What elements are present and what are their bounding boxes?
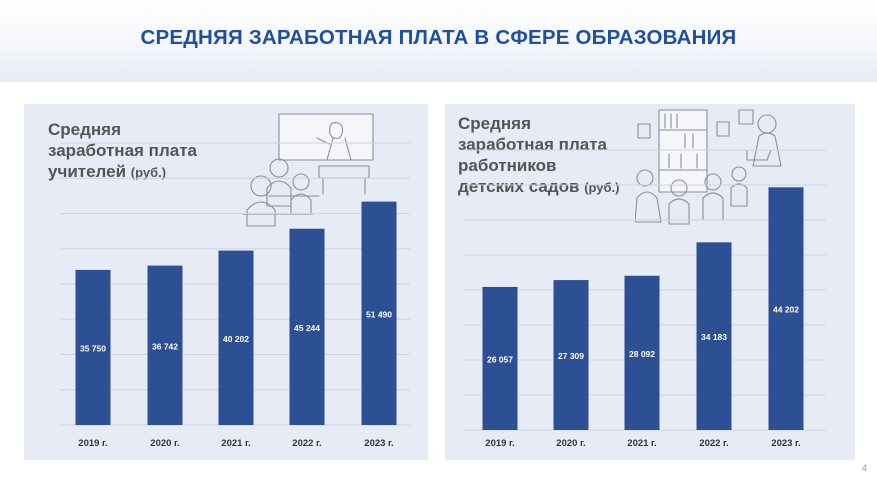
x-tick-label: 2023 г. [771, 438, 800, 449]
bar [768, 187, 804, 430]
x-tick-label: 2019 г. [485, 438, 514, 449]
bar [147, 265, 183, 425]
bar [553, 280, 589, 430]
bar [289, 228, 325, 425]
bar-value-label: 44 202 [773, 305, 799, 315]
bar-value-label: 34 183 [701, 332, 727, 342]
bar-value-label: 27 309 [558, 351, 584, 361]
bar [624, 275, 660, 430]
kindergarten-storytime-illustration [635, 109, 782, 225]
teachers-panel-title: Средняя заработная плата учителей (руб.) [48, 120, 197, 181]
header-banner: СРЕДНЯЯ ЗАРАБОТНАЯ ПЛАТА В СФЕРЕ ОБРАЗОВ… [0, 0, 877, 82]
bar-value-label: 36 742 [152, 341, 178, 351]
bar-value-label: 26 057 [487, 354, 513, 364]
bar [75, 269, 111, 425]
bar-value-label: 51 490 [366, 309, 392, 319]
bar-value-label: 28 092 [629, 349, 655, 359]
x-tick-label: 2023 г. [364, 438, 393, 449]
bar-value-label: 40 202 [223, 334, 249, 344]
bar [482, 286, 518, 430]
kindergarten-panel-title: Средняя заработная плата работников детс… [458, 114, 620, 196]
x-tick-label: 2020 г. [150, 438, 179, 449]
x-tick-label: 2021 г. [221, 438, 250, 449]
x-tick-label: 2020 г. [556, 438, 585, 449]
kindergarten-salary-chart: 26 057 2019 г. 27 309 2020 г. 28 092 2021 г. 3… [463, 149, 826, 449]
bar [361, 201, 397, 425]
bar [696, 242, 732, 430]
page-title: СРЕДНЯЯ ЗАРАБОТНАЯ ПЛАТА В СФЕРЕ ОБРАЗОВ… [140, 26, 737, 49]
teacher-classroom-illustration [242, 113, 374, 227]
x-tick-label: 2022 г. [699, 438, 728, 449]
page-number: 4 [861, 463, 867, 473]
x-tick-label: 2021 г. [627, 438, 656, 449]
bar-value-label: 45 244 [294, 323, 320, 333]
bar-value-label: 35 750 [80, 343, 106, 353]
x-tick-label: 2019 г. [78, 438, 107, 449]
bar [218, 250, 254, 425]
teachers-salary-chart: 35 750 2019 г. 36 742 2020 г. 40 202 2021 г. 4… [60, 142, 410, 449]
x-tick-label: 2022 г. [292, 438, 321, 449]
